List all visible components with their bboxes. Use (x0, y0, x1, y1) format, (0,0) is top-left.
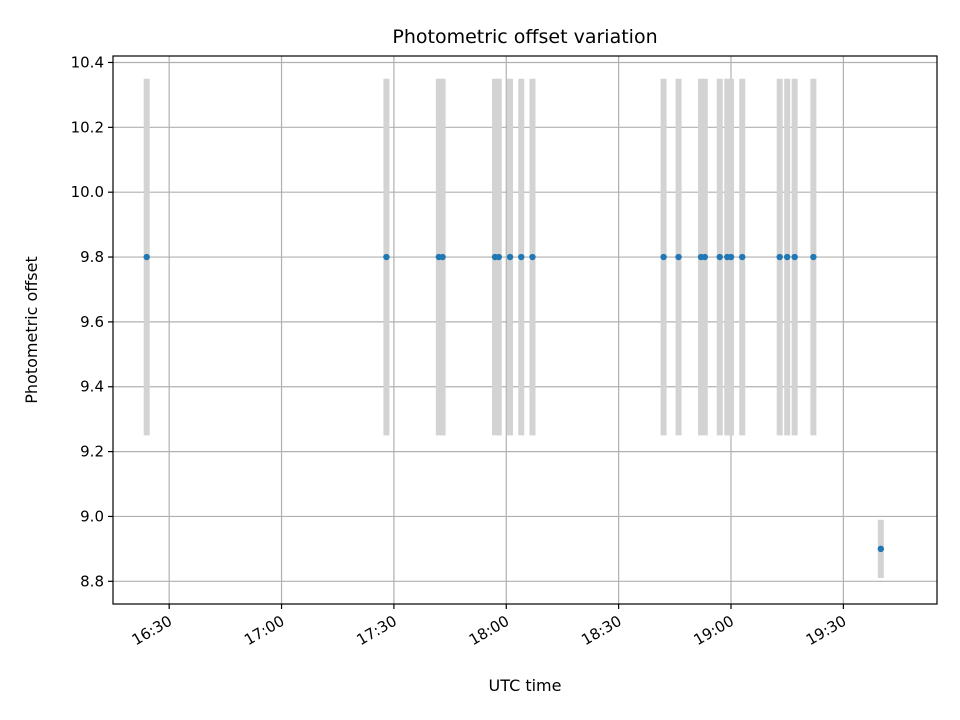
data-point (675, 253, 682, 261)
y-tick-label: 10.0 (71, 183, 104, 201)
data-point (660, 253, 667, 261)
data-point (143, 253, 150, 261)
data-point (439, 253, 446, 261)
grid (113, 56, 937, 604)
y-tick-label: 9.0 (80, 507, 104, 525)
data-point (783, 253, 791, 261)
plot-frame (112, 55, 938, 605)
data-point (506, 253, 514, 261)
y-tick-label: 9.4 (80, 378, 104, 396)
data-point (877, 545, 885, 553)
data-point (518, 253, 525, 261)
y-tick-label: 8.8 (80, 572, 104, 590)
y-tick-label: 10.2 (71, 118, 104, 136)
y-tick-label: 9.2 (80, 443, 104, 461)
data-point (810, 253, 817, 261)
data-point (739, 253, 746, 261)
data-point (727, 253, 735, 261)
y-tick-label: 10.4 (71, 53, 104, 71)
y-tick-label: 9.6 (80, 313, 104, 331)
data-point (701, 253, 708, 261)
data-point (776, 253, 783, 261)
y-axis: 8.8 9.0 9.2 9.4 9.6 9.8 10.0 10.2 10.4 (71, 53, 113, 590)
y-axis-label: Photometric offset (22, 256, 41, 404)
data-point (495, 253, 502, 261)
y-tick-label: 9.8 (80, 248, 104, 266)
data-point (791, 253, 798, 261)
chart-title: Photometric offset variation (392, 26, 657, 48)
data-point (716, 253, 723, 261)
data-point (529, 253, 536, 261)
data-point (383, 253, 390, 261)
data-points (143, 253, 885, 553)
x-axis-label: UTC time (489, 676, 562, 695)
